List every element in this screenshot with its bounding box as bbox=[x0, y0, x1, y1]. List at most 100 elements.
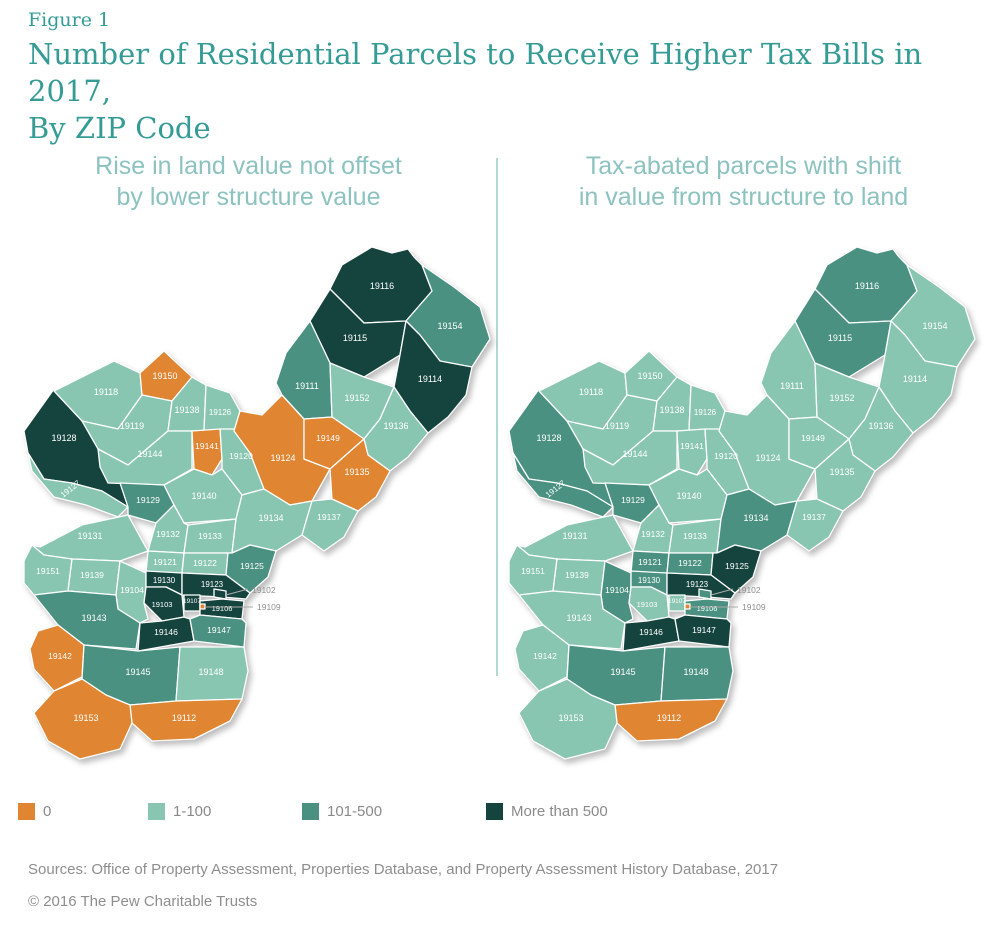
zone-label-19128: 19128 bbox=[536, 433, 561, 443]
zone-label-19152: 19152 bbox=[829, 393, 854, 403]
legend-item-high: More than 500 bbox=[486, 803, 608, 820]
figure-title: Number of Residential Parcels to Receive… bbox=[28, 36, 990, 147]
legend-label-high: More than 500 bbox=[511, 803, 608, 820]
zone-label-19146: 19146 bbox=[639, 627, 663, 637]
zone-19144 bbox=[97, 430, 193, 486]
zone-label-19138: 19138 bbox=[174, 405, 199, 415]
legend: 0 1-100 101-500 More than 500 bbox=[0, 803, 990, 823]
zone-label-19134: 19134 bbox=[743, 513, 768, 523]
zone-19135 bbox=[329, 438, 391, 512]
callout-label-19102: 19102 bbox=[737, 585, 761, 595]
zone-label-19125: 19125 bbox=[725, 561, 749, 571]
zone-label-19107: 19107 bbox=[668, 598, 686, 605]
zone-19106 bbox=[199, 598, 245, 620]
zone-label-19149: 19149 bbox=[316, 433, 340, 443]
zone-label-19153: 19153 bbox=[73, 713, 98, 723]
zone-label-19116: 19116 bbox=[855, 281, 879, 291]
zone-19141 bbox=[676, 428, 708, 476]
zone-label-19145: 19145 bbox=[125, 667, 150, 677]
zone-label-19142: 19142 bbox=[48, 651, 72, 661]
zone-label-19121: 19121 bbox=[153, 557, 177, 567]
callout-line-19102 bbox=[710, 588, 734, 596]
zone-label-19106: 19106 bbox=[697, 604, 718, 613]
zone-19112 bbox=[614, 698, 728, 742]
zone-label-19106: 19106 bbox=[212, 604, 233, 613]
legend-item-zero: 0 bbox=[18, 803, 51, 820]
zone-19147 bbox=[674, 614, 732, 648]
zone-label-19146: 19146 bbox=[154, 627, 178, 637]
panel-left-subtitle-line1: Rise in land value not offset bbox=[95, 152, 402, 180]
legend-swatch-low bbox=[148, 803, 165, 820]
zone-label-19131: 19131 bbox=[77, 531, 102, 541]
zone-label-19132: 19132 bbox=[156, 529, 180, 539]
zone-label-19122: 19122 bbox=[193, 558, 217, 568]
zone-label-19116: 19116 bbox=[370, 281, 394, 291]
zone-label-19144: 19144 bbox=[622, 449, 647, 459]
zone-label-19138: 19138 bbox=[659, 405, 684, 415]
zone-label-19135: 19135 bbox=[829, 467, 854, 477]
zone-label-19147: 19147 bbox=[207, 625, 231, 635]
zone-19106 bbox=[684, 598, 730, 620]
zone-label-19150: 19150 bbox=[152, 371, 177, 381]
zone-label-19120: 19120 bbox=[714, 451, 738, 461]
zone-label-19121: 19121 bbox=[638, 557, 662, 567]
zone-label-19115: 19115 bbox=[828, 333, 852, 343]
sources-text: Sources: Office of Property Assessment, … bbox=[28, 861, 779, 878]
legend-swatch-mid bbox=[302, 803, 319, 820]
zone-label-19151: 19151 bbox=[36, 566, 60, 576]
zone-19109 bbox=[199, 603, 206, 610]
zone-label-19130: 19130 bbox=[638, 576, 661, 585]
callout-line-19102 bbox=[225, 588, 249, 596]
legend-label-mid: 101-500 bbox=[327, 803, 383, 820]
zone-label-19143: 19143 bbox=[81, 613, 106, 623]
zone-label-19122: 19122 bbox=[678, 558, 702, 568]
zone-label-19140: 19140 bbox=[191, 491, 216, 501]
zone-19141 bbox=[191, 428, 223, 476]
zone-label-19126: 19126 bbox=[694, 408, 717, 417]
zone-label-19118: 19118 bbox=[579, 387, 603, 397]
zone-label-19125: 19125 bbox=[240, 561, 264, 571]
callout-label-19109: 19109 bbox=[742, 602, 766, 612]
zone-label-19143: 19143 bbox=[566, 613, 591, 623]
zone-label-19104: 19104 bbox=[605, 585, 629, 595]
zone-label-19151: 19151 bbox=[521, 566, 545, 576]
zone-label-19123: 19123 bbox=[201, 580, 224, 589]
zone-label-19141: 19141 bbox=[680, 441, 704, 451]
zone-label-19134: 19134 bbox=[258, 513, 283, 523]
zone-label-19123: 19123 bbox=[686, 580, 709, 589]
zone-label-19119: 19119 bbox=[120, 421, 144, 431]
zone-19102 bbox=[698, 588, 712, 600]
panel-right-subtitle-line1: Tax-abated parcels with shift bbox=[585, 152, 902, 180]
zone-label-19114: 19114 bbox=[903, 374, 927, 384]
panel-left-subtitle: Rise in land value not offset by lower st… bbox=[0, 151, 497, 213]
panel-left-subtitle-line2: by lower structure value bbox=[116, 183, 381, 211]
zone-label-19128: 19128 bbox=[51, 433, 76, 443]
zone-label-19118: 19118 bbox=[94, 387, 118, 397]
zone-19148 bbox=[175, 646, 249, 702]
zone-label-19132: 19132 bbox=[641, 529, 665, 539]
zone-label-19133: 19133 bbox=[198, 531, 222, 541]
panel-right-subtitle: Tax-abated parcels with shift in value fr… bbox=[497, 151, 990, 213]
zone-label-19149: 19149 bbox=[801, 433, 825, 443]
zone-label-19142: 19142 bbox=[533, 651, 557, 661]
zone-label-19111: 19111 bbox=[295, 381, 319, 391]
title-line-1: Number of Residential Parcels to Receive… bbox=[28, 37, 923, 108]
zone-19135 bbox=[814, 438, 876, 512]
zone-19127 bbox=[512, 452, 614, 518]
zone-label-19148: 19148 bbox=[683, 667, 708, 677]
zone-label-19153: 19153 bbox=[558, 713, 583, 723]
zone-19137 bbox=[301, 498, 359, 552]
figure-label: Figure 1 bbox=[28, 9, 111, 31]
zone-label-19124: 19124 bbox=[755, 453, 780, 463]
zone-label-19148: 19148 bbox=[198, 667, 223, 677]
zone-label-19103: 19103 bbox=[637, 600, 658, 609]
zone-label-19130: 19130 bbox=[153, 576, 176, 585]
zone-label-19115: 19115 bbox=[343, 333, 367, 343]
zone-label-19139: 19139 bbox=[565, 570, 589, 580]
zone-label-19135: 19135 bbox=[344, 467, 369, 477]
zone-19144 bbox=[582, 430, 678, 486]
zone-label-19129: 19129 bbox=[136, 495, 160, 505]
